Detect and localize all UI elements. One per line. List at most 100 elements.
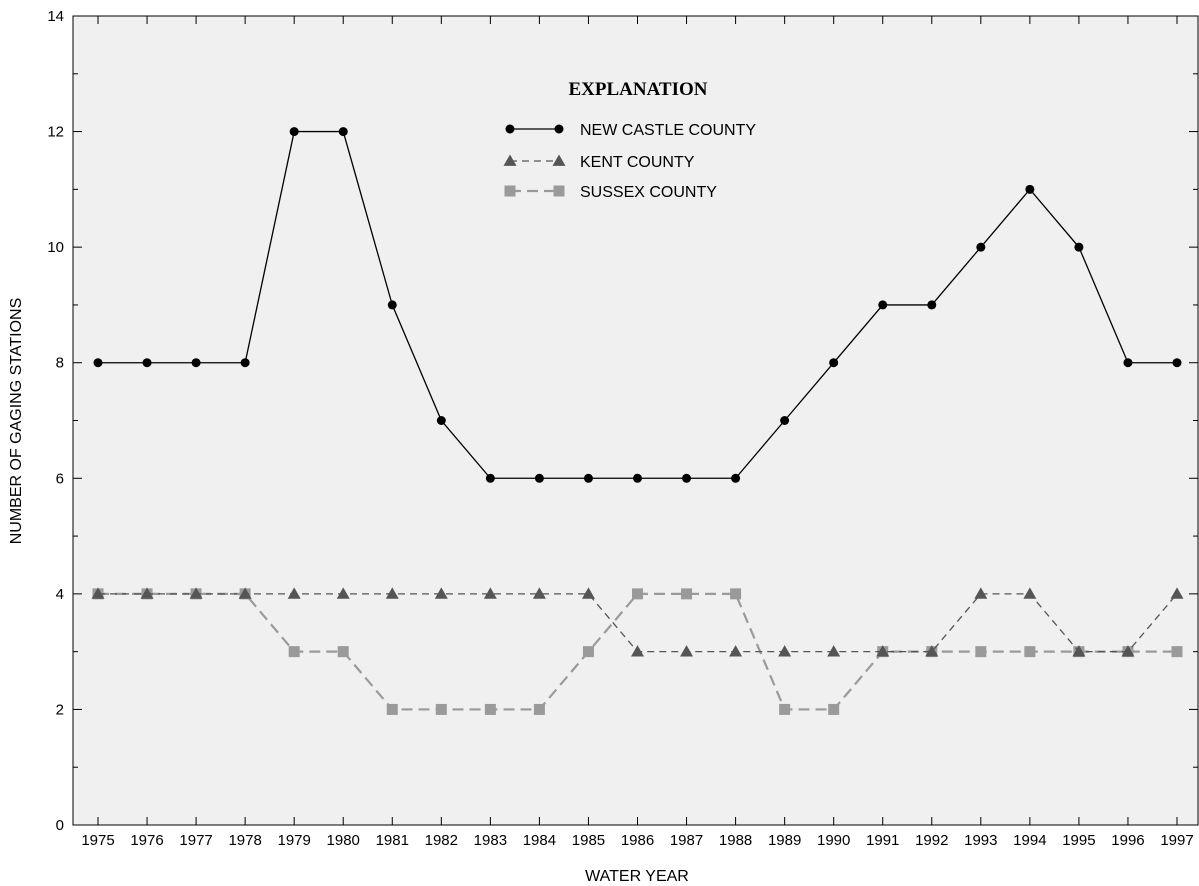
x-tick-label: 1991 [866,832,899,849]
data-point [582,646,594,658]
data-point [878,300,888,310]
x-tick-label: 1988 [719,832,752,849]
data-point [780,416,790,425]
data-point [532,587,546,599]
legend-item: NEW CASTLE COUNTY [505,122,756,139]
data-point [484,703,496,715]
legend-items: NEW CASTLE COUNTY KENT COUNTY SUSSEX COUNT… [503,122,756,201]
data-point [140,587,154,599]
data-point [386,703,398,715]
data-point [729,645,743,657]
data-point [927,300,937,310]
data-point [483,587,497,599]
data-point [583,473,593,483]
data-point [778,645,792,657]
y-tick-label: 4 [56,586,64,603]
x-tick-label: 1978 [228,832,261,849]
legend-marker [503,154,517,166]
data-point [974,587,988,599]
data-point [436,416,446,425]
data-point [1024,646,1036,658]
data-point [191,358,201,368]
data-point [631,645,644,657]
data-point [925,645,939,657]
legend-label: KENT COUNTY [580,154,695,171]
x-tick-label: 1985 [572,832,605,849]
y-axis-title: NUMBER OF GAGING STATIONS [8,298,25,545]
y-tick-label: 8 [56,355,64,372]
y-tick-label: 14 [47,8,64,25]
x-axis-title: WATER YEAR [585,868,689,885]
x-tick-label: 1997 [1160,832,1193,849]
data-point [385,587,399,599]
series-kent-county [91,587,1184,657]
legend-item: SUSSEX COUNTY [504,184,717,201]
legend-item: KENT COUNTY [503,154,695,171]
data-point [1172,358,1182,368]
data-point [240,358,250,368]
data-point [1170,587,1184,599]
data-point [533,703,545,715]
data-point [876,645,890,657]
x-tick-label: 1979 [277,832,310,849]
data-point [485,473,495,483]
data-point [336,587,350,599]
x-tick-label: 1986 [621,832,654,849]
data-point [142,358,152,368]
y-tick-label: 12 [47,124,64,141]
data-point [730,588,742,600]
data-point [289,127,299,137]
y-tick-label: 2 [56,701,64,718]
data-point [827,645,841,657]
x-tick-label: 1987 [670,832,703,849]
plot-frame [72,15,1199,826]
x-tick-label: 1992 [915,832,948,849]
data-point [682,473,692,483]
x-tick-label: 1996 [1111,832,1144,849]
data-point [387,300,397,310]
y-tick-labels: 0 2 4 6 8 10 12 14 [47,8,64,834]
data-point [632,588,643,600]
data-point [731,473,741,483]
legend: EXPLANATION NEW CASTLE COUNTY KENT COUNTY… [503,79,756,201]
data-point [828,703,840,715]
data-point [829,358,839,368]
x-tick-label: 1976 [130,832,163,849]
data-point [1025,184,1035,194]
data-point [680,645,694,657]
y-tick-label: 6 [56,470,64,487]
y-tick-label: 0 [56,817,64,834]
data-point [91,587,105,599]
plot-background [73,16,1198,825]
series-new-castle-county [93,127,1182,483]
x-tick-label: 1975 [81,832,114,849]
x-tick-label: 1977 [179,832,212,849]
x-tick-label: 1981 [376,832,409,849]
series-group [91,127,1184,715]
data-point [1123,358,1133,368]
data-point [581,587,595,599]
data-point [434,587,448,599]
data-point [93,358,103,368]
data-point [1121,645,1135,657]
data-point [337,646,349,658]
legend-label: SUSSEX COUNTY [580,184,717,201]
data-point [1023,587,1037,599]
legend-marker [554,124,564,134]
x-tick-label: 1995 [1062,832,1095,849]
x-tick-label: 1989 [768,832,801,849]
x-tick-label: 1990 [817,832,850,849]
legend-label: NEW CASTLE COUNTY [580,122,756,139]
data-point [435,703,447,715]
x-tick-label: 1980 [327,832,360,849]
data-point [1074,242,1084,252]
x-tick-label: 1994 [1013,832,1046,849]
data-point [976,242,986,252]
x-tick-label: 1982 [425,832,458,849]
legend-marker [504,185,516,197]
data-point [975,646,987,658]
data-point [633,473,642,483]
data-point [338,127,348,137]
y-tick-label: 10 [47,239,64,256]
